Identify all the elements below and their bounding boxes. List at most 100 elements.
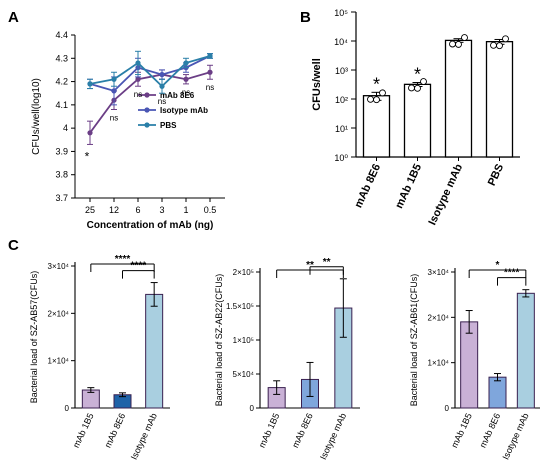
b-x-tick-label: PBS	[486, 162, 506, 188]
b-replicate-point	[367, 95, 374, 103]
a-data-point	[183, 76, 189, 82]
c3-y-tick-label: 3×10⁴	[428, 268, 450, 277]
b-y-tick-label: 10⁴	[334, 37, 348, 47]
b-replicate-point	[379, 89, 386, 97]
a-data-point	[159, 83, 165, 89]
a-x-axis-title: Concentration of mAb (ng)	[87, 220, 214, 231]
a-data-point	[207, 69, 213, 75]
b-y-tick-label: 10²	[335, 95, 348, 105]
chart-c3-ab61-bar: 0 1×10⁴ 2×10⁴ 3×10⁴ Bacterial load of SZ-AB6…	[409, 260, 540, 461]
a-data-point	[207, 53, 213, 59]
c3-y-tick-label: 1×10⁴	[428, 359, 450, 368]
a-significance-mark: ns	[182, 88, 190, 97]
a-series-line	[89, 55, 211, 92]
a-significance-mark: ns	[206, 83, 214, 92]
a-y-tick-label: 4	[63, 123, 68, 133]
a-series-line	[89, 55, 211, 88]
chart-a-cfu-line: 3.7 3.8 3.9 4 4.1 4.2 4.3 4.4 25 12 6 3 1 0.5 Concentr…	[31, 30, 225, 231]
a-data-point	[159, 71, 165, 78]
a-data-point	[135, 60, 141, 66]
b-bar	[444, 39, 473, 158]
b-y-axis-title: CFUs/well	[311, 58, 323, 111]
c3-y-axis-title: Bacterial load of SZ-AB61(CFUs)	[409, 274, 419, 407]
panel-label-c: C	[8, 237, 19, 254]
b-y-tick-label: 10⁰	[334, 153, 348, 163]
c3-x-tick-label: Isotype mAb	[500, 412, 530, 462]
c1-x-tick-label: mAb 1B5	[71, 412, 96, 450]
b-replicate-point	[496, 42, 503, 50]
a-y-axis-title: CFUs/well(log10)	[31, 78, 42, 155]
a-x-tick-label: 0.5	[204, 205, 217, 215]
a-x-tick-label: 12	[109, 205, 119, 215]
c1-y-tick-label: 2×10⁴	[48, 309, 70, 318]
a-significance-mark: ns	[134, 90, 142, 99]
b-replicate-point	[408, 84, 415, 92]
a-x-tick-label: 25	[85, 205, 95, 215]
b-y-tick-label: 10¹	[335, 124, 348, 134]
c3-significance-label: ****	[504, 268, 520, 279]
a-series-line	[89, 71, 211, 134]
c3-significance-label: *	[496, 260, 500, 271]
a-data-point	[87, 81, 93, 87]
c2-x-tick-label: mAb 1B5	[257, 412, 282, 450]
c2-y-axis-title: Bacterial load of SZ-AB22(CFUs)	[214, 274, 224, 407]
c3-y-tick-label: 2×10⁴	[428, 313, 450, 322]
b-significance-mark: *	[373, 74, 380, 94]
b-replicate-point	[420, 78, 427, 85]
panel-label-b: B	[300, 9, 311, 26]
a-legend-label: PBS	[160, 121, 177, 130]
c3-x-tick-label: mAb 1B5	[449, 412, 474, 450]
c2-significance-label: **	[306, 260, 314, 271]
b-replicate-point	[461, 34, 468, 42]
a-y-tick-label: 3.7	[55, 193, 68, 203]
b-significance-mark: *	[414, 65, 421, 85]
panel-label-a: A	[8, 9, 19, 26]
chart-b-cfu-log-bar: 10⁰ 10¹ 10² 10³ 10⁴ 10⁵ CFUs/well mAb 8E6 * mAb 1…	[311, 8, 520, 227]
a-data-point	[87, 130, 93, 136]
c2-y-tick-label: 1×10⁵	[233, 336, 254, 345]
b-y-tick-label: 10³	[335, 66, 348, 76]
a-data-point	[111, 88, 117, 94]
a-legend-label: Isotype mAb	[160, 106, 208, 115]
a-x-tick-label: 6	[135, 205, 140, 215]
a-significance-mark: ns	[158, 97, 166, 106]
c3-y-tick-label: 0	[445, 404, 450, 413]
a-y-tick-label: 3.9	[55, 146, 68, 156]
a-legend-marker	[144, 122, 150, 128]
c3-x-tick-label: mAb 8E6	[478, 412, 503, 450]
a-y-tick-label: 4.3	[55, 53, 68, 63]
c2-significance-label: **	[323, 257, 331, 268]
b-replicate-point	[502, 35, 509, 43]
a-x-tick-label: 3	[159, 205, 164, 215]
c1-y-tick-label: 1×10⁴	[48, 357, 70, 366]
a-data-point	[135, 76, 141, 82]
b-replicate-point	[373, 96, 380, 104]
b-x-tick-label: mAb 8E6	[352, 162, 383, 210]
a-y-tick-label: 4.2	[55, 77, 68, 87]
c1-y-tick-label: 0	[65, 404, 70, 413]
b-bar	[362, 95, 391, 158]
a-legend-marker	[144, 107, 150, 113]
c2-x-tick-label: Isotype mAb	[318, 412, 348, 462]
b-x-tick-label: Isotype mAb	[426, 162, 465, 227]
c3-bar	[516, 292, 535, 409]
b-replicate-point	[490, 41, 497, 49]
a-legend-label: mAb 8E6	[160, 91, 195, 100]
c1-significance-label: ****	[115, 254, 131, 265]
c2-y-tick-label: 0	[250, 404, 255, 413]
c3-bar	[460, 321, 479, 409]
a-x-tick-label: 1	[183, 205, 188, 215]
c2-y-tick-label: 5×10⁴	[233, 370, 255, 379]
c3-bar	[488, 376, 507, 409]
a-legend-marker	[144, 92, 150, 98]
a-significance-mark: ns	[110, 114, 118, 123]
a-data-point	[183, 60, 189, 66]
c2-y-tick-label: 2×10⁵	[233, 268, 254, 277]
a-y-tick-label: 4.1	[55, 100, 68, 110]
c1-significance-label: ****	[131, 261, 147, 272]
c2-x-tick-label: mAb 8E6	[290, 412, 315, 450]
c1-x-tick-label: mAb 8E6	[103, 412, 128, 450]
b-replicate-point	[414, 84, 421, 92]
c1-y-axis-title: Bacterial load of SZ-AB57(CFUs)	[29, 271, 39, 404]
